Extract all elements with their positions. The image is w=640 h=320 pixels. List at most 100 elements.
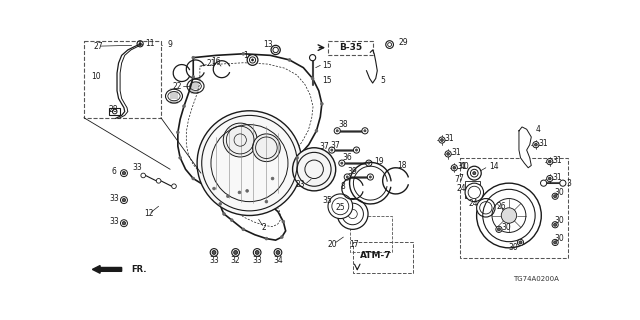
- Circle shape: [280, 236, 283, 238]
- Circle shape: [328, 194, 353, 219]
- Circle shape: [246, 189, 248, 192]
- Text: 31: 31: [451, 148, 461, 157]
- Text: 4: 4: [536, 125, 541, 134]
- Text: 1: 1: [243, 51, 248, 60]
- Circle shape: [451, 165, 458, 171]
- Circle shape: [440, 139, 444, 141]
- Text: 24: 24: [457, 184, 467, 193]
- Circle shape: [253, 249, 261, 256]
- Circle shape: [192, 177, 195, 180]
- Circle shape: [172, 184, 176, 188]
- Circle shape: [554, 241, 557, 244]
- Text: 19: 19: [374, 157, 384, 166]
- Circle shape: [242, 228, 244, 231]
- Circle shape: [533, 141, 539, 148]
- Text: 33: 33: [109, 194, 119, 203]
- Text: 13: 13: [263, 40, 273, 49]
- Circle shape: [369, 176, 371, 178]
- Circle shape: [282, 220, 285, 223]
- Text: 15: 15: [322, 76, 332, 85]
- Text: 17: 17: [349, 240, 359, 249]
- Circle shape: [365, 160, 372, 166]
- Text: 38: 38: [339, 120, 348, 129]
- Text: 30: 30: [502, 223, 511, 232]
- Text: 31: 31: [553, 156, 563, 164]
- Text: 30: 30: [508, 243, 518, 252]
- Text: 31: 31: [539, 139, 548, 148]
- Circle shape: [255, 251, 259, 254]
- Text: ATM-7: ATM-7: [360, 251, 392, 260]
- Circle shape: [355, 149, 358, 151]
- Text: 29: 29: [399, 38, 408, 47]
- Bar: [460, 158, 568, 258]
- Circle shape: [223, 123, 257, 157]
- Circle shape: [276, 251, 280, 254]
- Circle shape: [210, 249, 218, 256]
- Text: 31: 31: [445, 134, 454, 143]
- Polygon shape: [519, 127, 531, 168]
- Circle shape: [238, 191, 241, 194]
- Text: 2: 2: [262, 222, 266, 232]
- Circle shape: [310, 55, 316, 61]
- Circle shape: [120, 170, 127, 177]
- Circle shape: [212, 251, 216, 254]
- Text: 22: 22: [172, 82, 182, 91]
- Text: 7: 7: [454, 175, 459, 184]
- Circle shape: [212, 187, 216, 190]
- Circle shape: [547, 158, 553, 165]
- Text: 39: 39: [348, 167, 358, 176]
- Circle shape: [534, 143, 538, 146]
- Circle shape: [329, 147, 335, 153]
- Circle shape: [552, 239, 558, 245]
- Circle shape: [548, 177, 551, 180]
- Text: 16: 16: [212, 57, 221, 66]
- Circle shape: [465, 183, 484, 202]
- FancyArrow shape: [92, 266, 122, 273]
- Circle shape: [219, 203, 221, 205]
- Circle shape: [439, 137, 445, 143]
- Text: 11: 11: [145, 38, 154, 47]
- Circle shape: [141, 173, 145, 178]
- Circle shape: [182, 105, 186, 108]
- Text: 23: 23: [295, 180, 305, 189]
- Circle shape: [554, 195, 557, 198]
- Circle shape: [496, 226, 502, 232]
- Circle shape: [477, 183, 541, 248]
- Circle shape: [548, 160, 551, 163]
- Circle shape: [192, 76, 195, 78]
- Text: 3: 3: [566, 179, 572, 188]
- Text: 9: 9: [168, 40, 173, 49]
- Circle shape: [122, 172, 125, 175]
- Bar: [84, 41, 161, 118]
- Circle shape: [367, 174, 373, 180]
- Text: 31: 31: [457, 162, 467, 171]
- Circle shape: [122, 198, 125, 202]
- Circle shape: [271, 45, 280, 55]
- Text: 33: 33: [132, 163, 142, 172]
- Bar: [353, 243, 413, 273]
- Bar: [328, 41, 372, 55]
- Circle shape: [223, 212, 225, 215]
- Circle shape: [227, 195, 229, 198]
- Text: 14: 14: [490, 163, 499, 172]
- Circle shape: [353, 147, 360, 153]
- Circle shape: [315, 129, 318, 132]
- Circle shape: [122, 221, 125, 225]
- Text: B-35: B-35: [340, 43, 363, 52]
- Circle shape: [247, 55, 258, 65]
- Circle shape: [552, 193, 558, 199]
- Circle shape: [552, 222, 558, 228]
- Text: 15: 15: [322, 61, 332, 70]
- Circle shape: [288, 59, 291, 61]
- Circle shape: [230, 219, 233, 221]
- Circle shape: [501, 208, 516, 223]
- Text: 34: 34: [273, 256, 283, 265]
- Polygon shape: [178, 54, 322, 240]
- Text: 24: 24: [468, 199, 478, 208]
- Circle shape: [271, 177, 274, 180]
- Text: 5: 5: [380, 76, 385, 85]
- Text: 33: 33: [109, 217, 119, 226]
- Text: 7: 7: [459, 174, 463, 183]
- Circle shape: [331, 149, 333, 151]
- Circle shape: [177, 131, 179, 134]
